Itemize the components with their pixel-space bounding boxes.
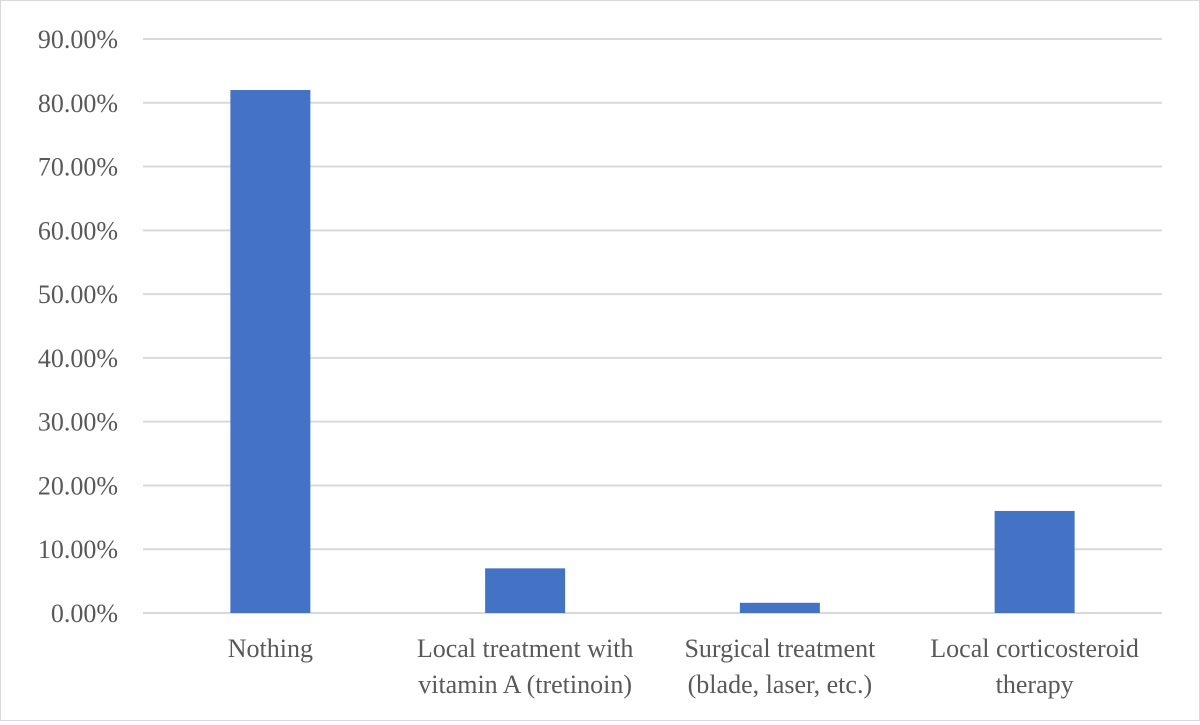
y-tick-label: 30.00% [38, 408, 118, 437]
y-axis-ticks: 0.00% 10.00% 20.00% 30.00% 40.00% 50.00% 60.00… [38, 25, 118, 628]
x-category-label: Local corticosteroid therapy [930, 634, 1139, 699]
x-category-label: Surgical treatment (blade, laser, etc.) [684, 634, 876, 699]
y-tick-label: 0.00% [51, 599, 118, 628]
x-category-label-line: Nothing [228, 634, 313, 663]
x-category-label-line: Surgical treatment [684, 634, 876, 663]
bar [739, 602, 820, 613]
x-category-label-line: (blade, laser, etc.) [688, 670, 872, 699]
bars [230, 90, 1075, 614]
x-category-label: Nothing [228, 634, 313, 663]
bar [230, 90, 311, 614]
bar [994, 510, 1075, 613]
x-category-label-line: Local corticosteroid [930, 634, 1139, 663]
y-tick-label: 10.00% [38, 535, 118, 564]
y-tick-label: 80.00% [38, 89, 118, 118]
x-category-label-line: therapy [996, 670, 1074, 699]
x-category-label-line: vitamin A (tretinoin) [418, 670, 632, 699]
y-tick-label: 70.00% [38, 153, 118, 182]
gridlines [143, 38, 1162, 614]
x-axis-labels: Nothing Local treatment with vitamin A (tr… [228, 634, 1139, 699]
y-tick-label: 40.00% [38, 344, 118, 373]
y-tick-label: 50.00% [38, 280, 118, 309]
y-tick-label: 60.00% [38, 216, 118, 245]
bar [485, 568, 566, 613]
y-tick-label: 90.00% [38, 25, 118, 54]
x-category-label-line: Local treatment with [417, 634, 634, 663]
x-category-label: Local treatment with vitamin A (tretinoin… [417, 634, 634, 699]
y-tick-label: 20.00% [38, 471, 118, 500]
